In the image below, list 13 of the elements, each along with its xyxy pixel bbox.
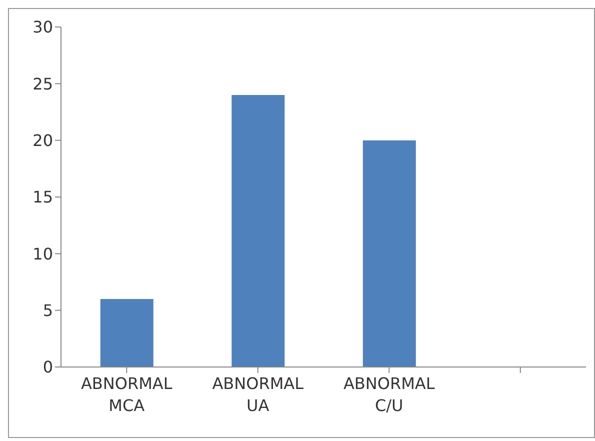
y-tick-label: 30: [32, 18, 53, 37]
y-tick-label: 10: [32, 244, 53, 264]
bar: [362, 140, 416, 367]
y-tick-label: 0: [42, 358, 53, 377]
y-tick-label: 25: [32, 74, 53, 94]
bar: [232, 95, 285, 367]
y-tick-label: 5: [42, 301, 53, 320]
y-tick-label: 15: [32, 188, 53, 207]
bar: [100, 299, 154, 367]
x-tick-label: ABNORMAL MCA: [80, 374, 172, 415]
y-tick-label: 20: [32, 131, 53, 150]
x-tick-label: ABNORMAL C/U: [343, 374, 435, 415]
x-tick-label: ABNORMAL UA: [212, 374, 304, 415]
